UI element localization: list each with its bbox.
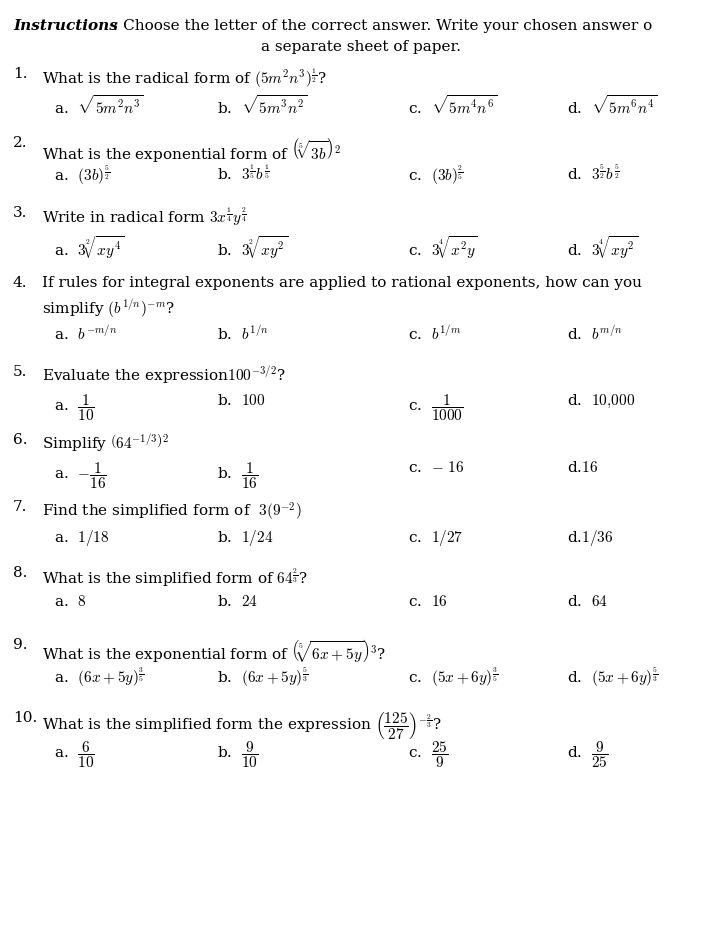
Text: a.  $3\sqrt[2]{xy^4}$: a. $3\sqrt[2]{xy^4}$ [54,234,125,261]
Text: d.  $\sqrt{5m^6n^4}$: d. $\sqrt{5m^6n^4}$ [567,94,657,117]
Text: 2.: 2. [13,136,27,150]
Text: c.  $\dfrac{25}{9}$: c. $\dfrac{25}{9}$ [408,739,448,770]
Text: d.$1/36$: d.$1/36$ [567,528,613,548]
Text: a.  $(6x+5y)^{\frac{3}{5}}$: a. $(6x+5y)^{\frac{3}{5}}$ [54,665,145,689]
Text: a.  $1/18$: a. $1/18$ [54,528,110,548]
Text: 10.: 10. [13,711,38,725]
Text: a separate sheet of paper.: a separate sheet of paper. [261,40,461,54]
Text: 4.: 4. [13,276,27,290]
Text: c.  $3\sqrt[4]{x^2y}$: c. $3\sqrt[4]{x^2y}$ [408,234,478,261]
Text: b.  $(6x+5y)^{\frac{5}{3}}$: b. $(6x+5y)^{\frac{5}{3}}$ [217,665,308,689]
Text: b.  $\dfrac{9}{10}$: b. $\dfrac{9}{10}$ [217,739,258,770]
Text: c.  $-\ 16$: c. $-\ 16$ [408,460,464,475]
Text: 7.: 7. [13,500,27,514]
Text: a.  $\sqrt{5m^2n^3}$: a. $\sqrt{5m^2n^3}$ [54,94,144,117]
Text: b.  $100$: b. $100$ [217,392,265,407]
Text: c.  $16$: c. $16$ [408,594,448,609]
Text: What is the radical form of $(5m^2n^3)^{\frac{1}{2}}$?: What is the radical form of $(5m^2n^3)^{… [42,67,327,90]
Text: Write in radical form $3x^{\frac{1}{4}}y^{\frac{2}{4}}$: Write in radical form $3x^{\frac{1}{4}}y… [42,206,247,228]
Text: What is the exponential form of $\left(\sqrt[5]{3b}\right)^2$: What is the exponential form of $\left(\… [42,136,342,164]
Text: Evaluate the expression$100^{-3/2}$?: Evaluate the expression$100^{-3/2}$? [42,365,286,387]
Text: a.  $(3b)^{\frac{5}{2}}$: a. $(3b)^{\frac{5}{2}}$ [54,164,110,187]
Text: d.  $3^{\frac{5}{2}}b^{\frac{5}{2}}$: d. $3^{\frac{5}{2}}b^{\frac{5}{2}}$ [567,164,619,184]
Text: b.  $24$: b. $24$ [217,594,258,609]
Text: b.  $\dfrac{1}{16}$: b. $\dfrac{1}{16}$ [217,460,258,491]
Text: c.  $b^{1/m}$: c. $b^{1/m}$ [408,325,461,343]
Text: d.  $(5x+6y)^{\frac{5}{3}}$: d. $(5x+6y)^{\frac{5}{3}}$ [567,665,658,689]
Text: What is the simplified form the expression $\left(\dfrac{125}{27}\right)^{-\frac: What is the simplified form the expressi… [42,711,442,742]
Text: c.  $1/27$: c. $1/27$ [408,528,464,548]
Text: 6.: 6. [13,432,27,446]
Text: 8.: 8. [13,567,27,581]
Text: a.  $8$: a. $8$ [54,594,87,609]
Text: d.  $b^{m/n}$: d. $b^{m/n}$ [567,325,622,343]
Text: Simplify $\left(64^{-1/3}\right)^2$: Simplify $\left(64^{-1/3}\right)^2$ [42,432,170,454]
Text: a.  $-\dfrac{1}{16}$: a. $-\dfrac{1}{16}$ [54,460,107,491]
Text: : Choose the letter of the correct answer. Write your chosen answer o: : Choose the letter of the correct answe… [113,19,652,33]
Text: Find the simplified form of  $3(9^{-2})$: Find the simplified form of $3(9^{-2})$ [42,500,301,523]
Text: c.  $\dfrac{1}{1000}$: c. $\dfrac{1}{1000}$ [408,392,464,423]
Text: 1.: 1. [13,67,27,81]
Text: b.  $3\sqrt[2]{xy^2}$: b. $3\sqrt[2]{xy^2}$ [217,234,287,261]
Text: What is the simplified form of $64^{\frac{2}{3}}$?: What is the simplified form of $64^{\fra… [42,567,308,589]
Text: 9.: 9. [13,637,27,651]
Text: d.  $\dfrac{9}{25}$: d. $\dfrac{9}{25}$ [567,739,609,770]
Text: d.  $64$: d. $64$ [567,594,608,609]
Text: simplify $(b^{1/n})^{-m}$?: simplify $(b^{1/n})^{-m}$? [42,297,175,320]
Text: c.  $\sqrt{5m^4n^6}$: c. $\sqrt{5m^4n^6}$ [408,94,497,117]
Text: a.  $\dfrac{1}{10}$: a. $\dfrac{1}{10}$ [54,392,95,423]
Text: b.  $1/24$: b. $1/24$ [217,528,273,548]
Text: b.  $b^{1/n}$: b. $b^{1/n}$ [217,325,268,343]
Text: 5.: 5. [13,365,27,379]
Text: d.  $3\sqrt[4]{xy^2}$: d. $3\sqrt[4]{xy^2}$ [567,234,638,261]
Text: c.  $(5x+6y)^{\frac{3}{5}}$: c. $(5x+6y)^{\frac{3}{5}}$ [408,665,498,689]
Text: b.  $\sqrt{5m^3n^2}$: b. $\sqrt{5m^3n^2}$ [217,94,307,117]
Text: 3.: 3. [13,206,27,220]
Text: What is the exponential form of $\left(\sqrt[5]{6x+5y}\right)^3$?: What is the exponential form of $\left(\… [42,637,386,665]
Text: d.$16$: d.$16$ [567,460,598,475]
Text: b.  $3^{\frac{1}{5}}b^{\frac{1}{5}}$: b. $3^{\frac{1}{5}}b^{\frac{1}{5}}$ [217,164,269,184]
Text: Instructions: Instructions [13,19,118,33]
Text: a.  $\dfrac{6}{10}$: a. $\dfrac{6}{10}$ [54,739,95,770]
Text: If rules for integral exponents are applied to rational exponents, how can you: If rules for integral exponents are appl… [42,276,642,290]
Text: c.  $(3b)^{\frac{2}{5}}$: c. $(3b)^{\frac{2}{5}}$ [408,164,464,187]
Text: a.  $b^{-m/n}$: a. $b^{-m/n}$ [54,325,118,343]
Text: d.  $10{,}000$: d. $10{,}000$ [567,392,635,410]
